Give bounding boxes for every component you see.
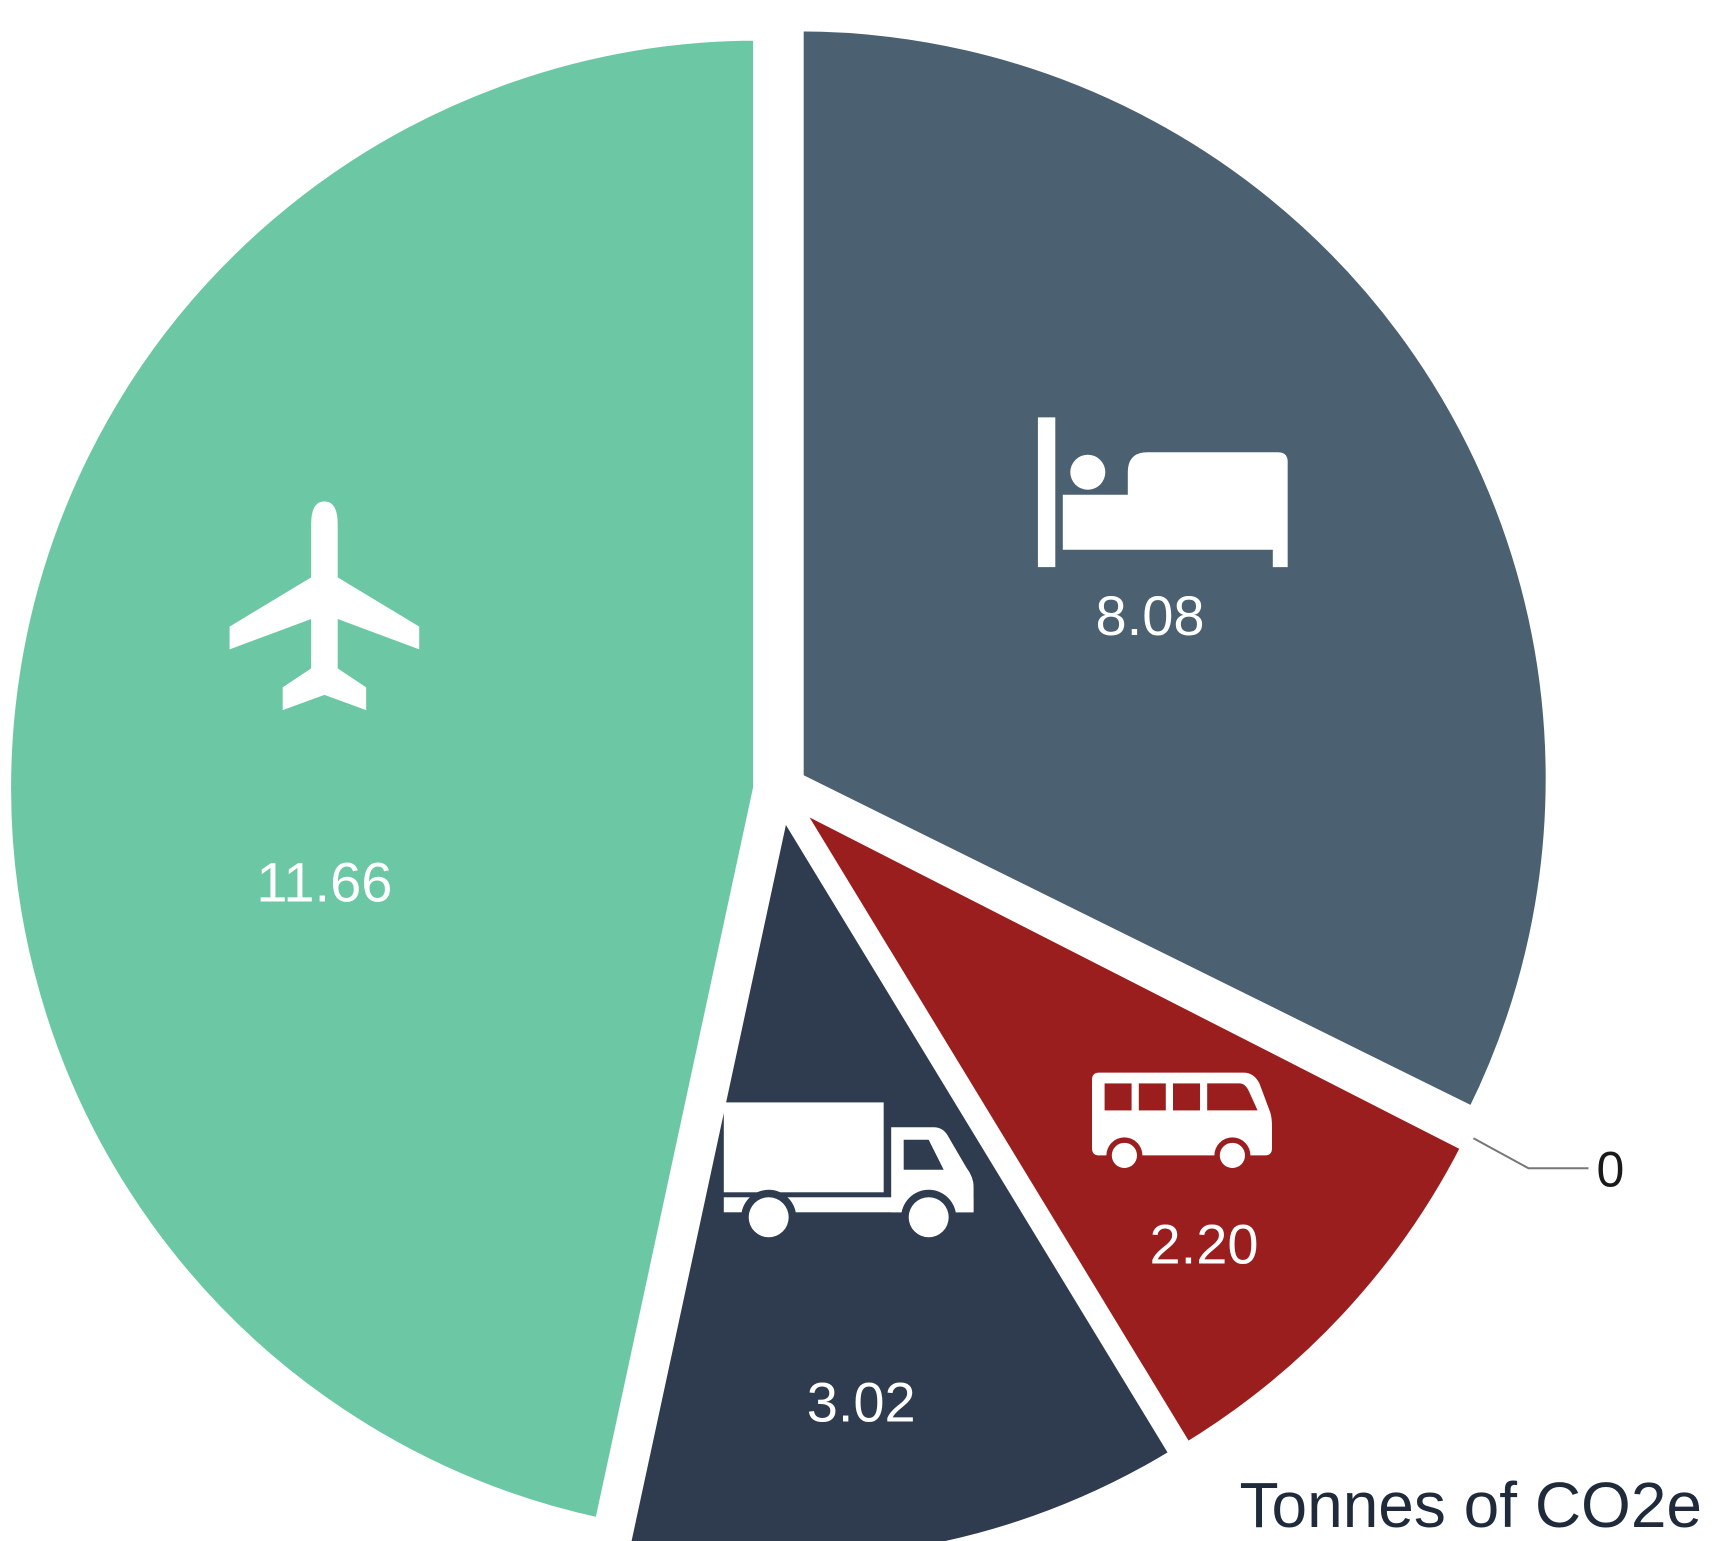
data-label-accommodation: 8.08 — [1096, 584, 1205, 647]
data-label-other: 0 — [1596, 1141, 1624, 1197]
pie-slice-flights — [1, 30, 764, 1529]
leader-line-other — [1472, 1137, 1589, 1170]
data-label-flights: 11.66 — [256, 850, 392, 913]
data-label-freight: 3.02 — [807, 1370, 916, 1433]
data-label-bus: 2.20 — [1150, 1212, 1259, 1275]
unit-caption: Tonnes of CO2e — [1239, 1469, 1703, 1541]
pie-slice-other — [797, 795, 1481, 1149]
pie-slice-accommodation — [793, 21, 1556, 1119]
